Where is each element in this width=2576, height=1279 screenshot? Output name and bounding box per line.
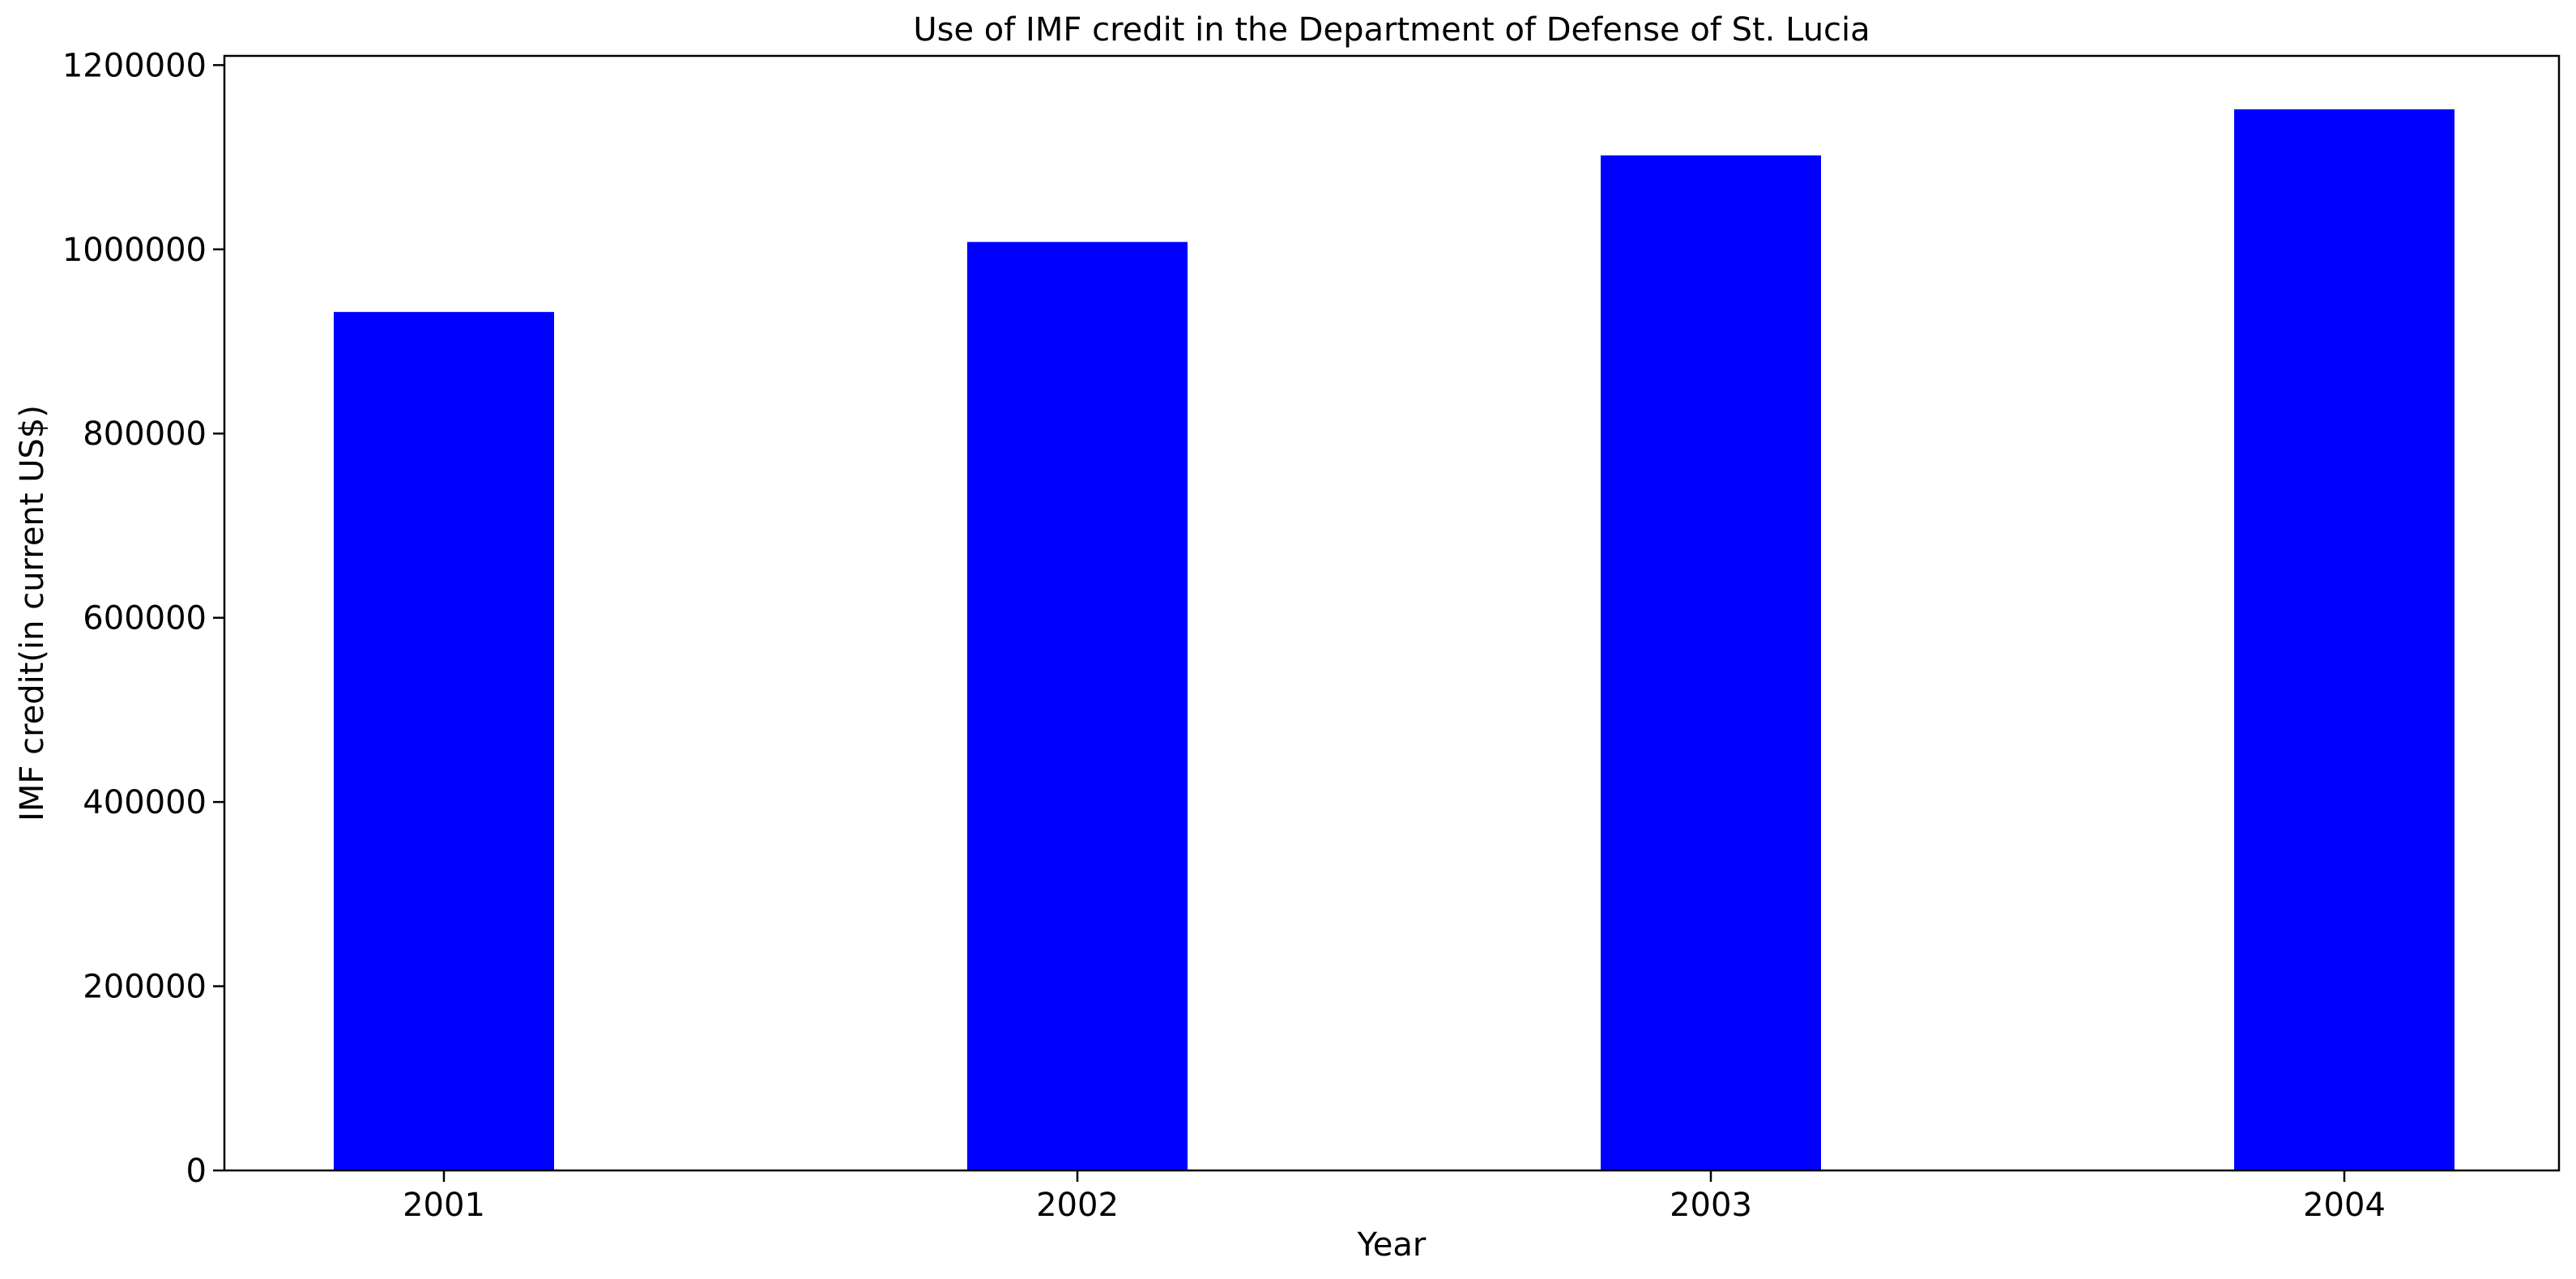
chart-title: Use of IMF credit in the Department of D…: [913, 11, 1870, 49]
y-tick-label: 1000000: [62, 232, 207, 269]
y-tick-label: 1200000: [62, 47, 207, 84]
y-tick-label: 600000: [83, 600, 207, 637]
y-axis-ticks: 0 200000 400000 600000 800000 1000000 1200000: [62, 47, 224, 1190]
bar-2001: [334, 312, 554, 1170]
plot-area-frame: [223, 54, 2561, 1172]
bar-2004: [2234, 109, 2454, 1170]
x-tick-label: 2002: [1036, 1187, 1119, 1224]
bar-2002: [967, 241, 1188, 1170]
x-tick-label: 2004: [2303, 1187, 2386, 1224]
bar-2003: [1601, 155, 1821, 1170]
x-tick-label: 2001: [403, 1187, 485, 1224]
bars-group: [334, 109, 2454, 1170]
y-tick-label: 200000: [83, 969, 207, 1006]
x-axis-ticks: 2001 2002 2003 2004: [403, 1170, 2386, 1224]
y-tick-label: 0: [186, 1153, 207, 1190]
x-tick-label: 2003: [1670, 1187, 1752, 1224]
y-axis-title: IMF credit(in current US$): [14, 405, 51, 821]
x-axis-title: Year: [1357, 1226, 1427, 1264]
y-tick-label: 800000: [83, 416, 207, 453]
y-tick-label: 400000: [83, 784, 207, 821]
